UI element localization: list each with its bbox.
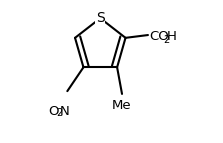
Text: CO: CO	[149, 30, 169, 43]
Text: 2: 2	[163, 35, 169, 45]
Text: 2: 2	[56, 108, 62, 118]
Text: Me: Me	[112, 99, 131, 112]
Text: S: S	[96, 11, 105, 25]
Text: O: O	[48, 105, 59, 118]
Text: H: H	[167, 30, 177, 43]
Text: N: N	[60, 105, 70, 118]
